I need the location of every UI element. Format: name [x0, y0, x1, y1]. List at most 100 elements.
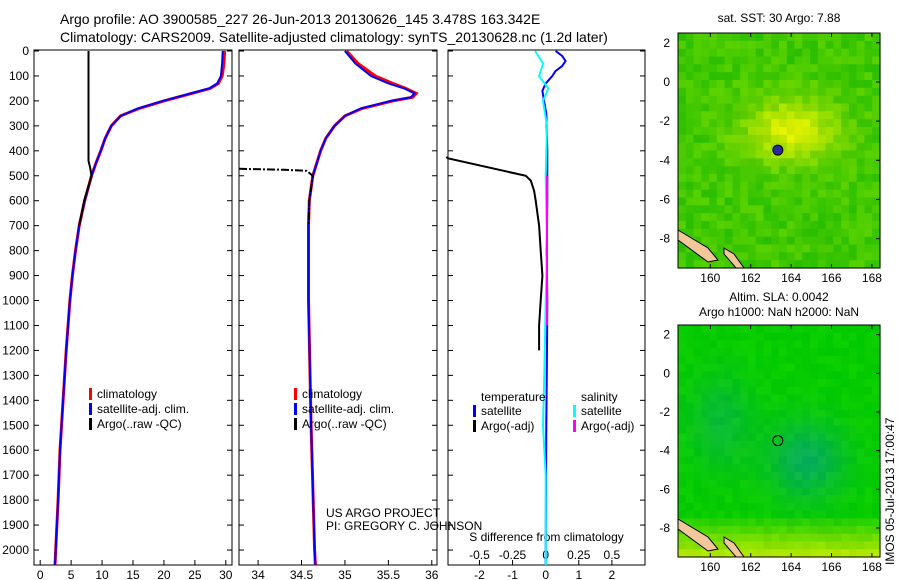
- map-cell: [685, 221, 695, 230]
- x-tick-label: 166: [822, 271, 842, 285]
- map-cell: [779, 56, 788, 65]
- map-cell: [802, 495, 811, 504]
- x2-tick-label: -0.25: [499, 548, 527, 562]
- map-cell: [771, 371, 780, 380]
- map-cell: [810, 487, 819, 496]
- map-cell: [709, 502, 718, 512]
- annotation-project: US ARGO PROJECT: [326, 506, 441, 520]
- map-cell: [747, 221, 757, 230]
- map-cell: [864, 181, 873, 191]
- map-cell: [716, 464, 726, 473]
- map-cell: [872, 371, 881, 380]
- map-cell: [747, 260, 757, 269]
- map-cell: [864, 471, 873, 481]
- map-cell: [833, 417, 842, 427]
- map-cell: [817, 260, 827, 269]
- map-cell: [810, 103, 819, 112]
- map-cell: [716, 197, 726, 206]
- map-cell: [716, 72, 726, 81]
- map-cell: [856, 228, 866, 238]
- map-cell: [685, 48, 695, 58]
- map-cell: [709, 433, 718, 442]
- map-cell: [802, 166, 811, 175]
- legend-swatch: [573, 420, 576, 432]
- map-cell: [755, 433, 765, 442]
- map-cell: [709, 134, 718, 144]
- map-cell: [794, 425, 803, 434]
- map-cell: [693, 260, 702, 269]
- map-cell: [817, 142, 827, 152]
- map-cell: [771, 386, 780, 396]
- map-cell: [833, 471, 842, 481]
- map-cell: [747, 394, 757, 403]
- map-cell: [786, 533, 796, 543]
- y-tick-label: 100: [9, 69, 29, 83]
- map-cell: [709, 386, 718, 396]
- map-cell: [732, 526, 741, 535]
- map-cell: [810, 518, 819, 527]
- map-cell: [678, 471, 687, 481]
- map-cell: [864, 213, 873, 222]
- map-cell: [740, 244, 749, 253]
- map-cell: [685, 448, 695, 457]
- map-cell: [810, 166, 819, 175]
- map-cell: [864, 40, 873, 50]
- map-cell: [810, 526, 819, 535]
- map-cell: [864, 127, 873, 136]
- y-tick-label: 2: [663, 36, 670, 50]
- map-cell: [755, 410, 765, 419]
- map-cell: [786, 363, 796, 372]
- map-cell: [810, 471, 819, 481]
- map-cell: [747, 371, 757, 380]
- map-cell: [802, 479, 811, 488]
- map-cell: [833, 502, 842, 512]
- map-cell: [864, 379, 873, 388]
- map-cell: [817, 456, 827, 465]
- map-cell: [740, 394, 749, 403]
- map-cell: [841, 355, 850, 365]
- map-cell: [872, 252, 881, 261]
- map-cell: [771, 87, 780, 97]
- map-cell: [779, 441, 788, 450]
- map-cell: [833, 495, 842, 504]
- map-cell: [864, 518, 873, 527]
- map-cell: [740, 471, 749, 481]
- map-cell: [833, 174, 842, 183]
- map-cell: [709, 236, 718, 246]
- map-cell: [786, 410, 796, 419]
- plot-frame: [33, 49, 233, 566]
- map-cell: [825, 348, 834, 357]
- map-cell: [678, 197, 687, 206]
- y-tick-label: -8: [659, 232, 670, 246]
- map-cell: [732, 379, 741, 388]
- map-cell: [678, 348, 687, 357]
- map-cell: [716, 441, 726, 450]
- map-cell: [747, 402, 757, 411]
- map-cell: [732, 174, 741, 183]
- map-cell: [786, 221, 796, 230]
- legend-item: Argo(-adj): [581, 419, 634, 433]
- map-cell: [771, 355, 780, 365]
- map-cell: [724, 448, 733, 457]
- map-cell: [701, 410, 710, 419]
- map-cell: [794, 80, 803, 89]
- map-cell: [716, 363, 726, 372]
- map-cell: [685, 340, 695, 349]
- map-cell: [825, 119, 834, 128]
- map-cell: [779, 260, 788, 269]
- map-cell: [802, 158, 811, 167]
- map-cell: [693, 464, 702, 473]
- map-cell: [701, 549, 710, 558]
- map-cell: [856, 33, 866, 42]
- map-cell: [848, 221, 858, 230]
- map-cell: [693, 433, 702, 442]
- map-cell: [794, 33, 803, 42]
- map-cell: [848, 72, 858, 81]
- map-cell: [701, 348, 710, 357]
- map-cell: [786, 510, 796, 519]
- map-cell: [841, 495, 850, 504]
- map-cell: [779, 487, 788, 496]
- map-cell: [786, 87, 796, 97]
- map-cell: [864, 355, 873, 365]
- map-cell: [802, 111, 811, 120]
